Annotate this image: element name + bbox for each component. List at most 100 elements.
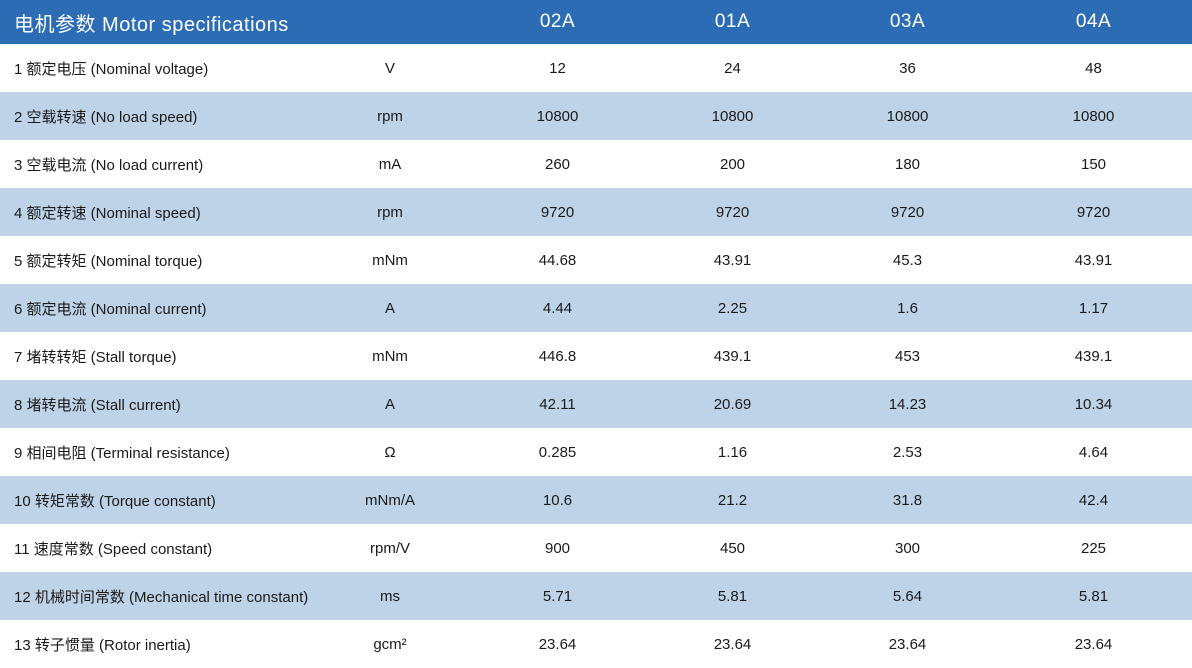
value-cell: 23.64 <box>538 635 577 653</box>
value-cell: 453 <box>894 347 921 365</box>
parameter-label: 10 转矩常数 (Torque constant) <box>14 492 216 510</box>
table-row: 10 转矩常数 (Torque constant) mNm/A 10.6 21.… <box>0 476 1192 524</box>
unit-cell: V <box>384 59 395 77</box>
parameter-label: 11 速度常数 (Speed constant) <box>14 540 213 558</box>
value-cell: 2.25 <box>717 299 748 317</box>
unit-cell: rpm <box>377 107 403 125</box>
value-cell: 9720 <box>715 203 750 221</box>
value-cell: 23.64 <box>713 635 752 653</box>
parameter-label: 3 空载电流 (No load current) <box>14 156 204 174</box>
parameter-label: 6 额定电流 (Nominal current) <box>14 300 207 318</box>
parameter-label: 12 机械时间常数 (Mechanical time constant) <box>14 588 309 606</box>
header-row: 电机参数 Motor specifications 02A 01A 03A 04… <box>0 0 1192 44</box>
value-cell: 9720 <box>540 203 575 221</box>
value-cell: 10.34 <box>1074 395 1113 413</box>
unit-cell: mNm/A <box>365 491 415 509</box>
value-cell: 225 <box>1080 539 1107 557</box>
unit-cell: A <box>384 299 395 317</box>
parameter-label: 9 相间电阻 (Terminal resistance) <box>14 444 230 462</box>
value-cell: 180 <box>894 155 921 173</box>
value-cell: 10800 <box>711 107 754 125</box>
value-cell: 1.16 <box>717 443 748 461</box>
value-cell: 9720 <box>1076 203 1111 221</box>
unit-cell: A <box>384 395 395 413</box>
value-cell: 1.17 <box>1078 299 1109 317</box>
value-cell: 4.44 <box>542 299 573 317</box>
value-cell: 42.4 <box>1078 491 1109 509</box>
value-cell: 4.64 <box>1078 443 1109 461</box>
table-title: 电机参数 Motor specifications <box>0 0 310 44</box>
unit-cell: rpm/V <box>369 539 410 557</box>
value-cell: 23.64 <box>888 635 927 653</box>
value-cell: 450 <box>719 539 746 557</box>
value-cell: 5.64 <box>892 587 923 605</box>
table-row: 12 机械时间常数 (Mechanical time constant) ms … <box>0 572 1192 620</box>
unit-column-header <box>310 0 470 44</box>
value-cell: 43.91 <box>713 251 752 269</box>
parameter-label: 5 额定转矩 (Nominal torque) <box>14 252 203 270</box>
value-cell: 14.23 <box>888 395 927 413</box>
model-column-header-01A: 01A <box>645 0 820 44</box>
table-row: 7 堵转转矩 (Stall torque) mNm 446.8 439.1 45… <box>0 332 1192 380</box>
value-cell: 24 <box>724 59 741 77</box>
unit-cell: ms <box>380 587 400 605</box>
table-row: 6 额定电流 (Nominal current) A 4.44 2.25 1.6… <box>0 284 1192 332</box>
model-column-header-03A: 03A <box>820 0 995 44</box>
value-cell: 2.53 <box>892 443 923 461</box>
table-row: 1 额定电压 (Nominal voltage) V 12 24 36 48 <box>0 44 1192 92</box>
value-cell: 10800 <box>1072 107 1115 125</box>
parameter-label: 7 堵转转矩 (Stall torque) <box>14 348 177 366</box>
model-column-header-02A: 02A <box>470 0 645 44</box>
value-cell: 31.8 <box>892 491 923 509</box>
value-cell: 5.81 <box>717 587 748 605</box>
parameter-label: 2 空载转速 (No load speed) <box>14 108 198 126</box>
table-row: 2 空载转速 (No load speed) rpm 10800 10800 1… <box>0 92 1192 140</box>
value-cell: 12 <box>549 59 566 77</box>
value-cell: 900 <box>544 539 571 557</box>
value-cell: 260 <box>544 155 571 173</box>
value-cell: 10.6 <box>542 491 573 509</box>
value-cell: 9720 <box>890 203 925 221</box>
value-cell: 439.1 <box>713 347 752 365</box>
table-row: 5 额定转矩 (Nominal torque) mNm 44.68 43.91 … <box>0 236 1192 284</box>
table-row: 11 速度常数 (Speed constant) rpm/V 900 450 3… <box>0 524 1192 572</box>
value-cell: 20.69 <box>713 395 752 413</box>
value-cell: 446.8 <box>538 347 577 365</box>
value-cell: 0.285 <box>538 443 577 461</box>
table-row: 9 相间电阻 (Terminal resistance) Ω 0.285 1.1… <box>0 428 1192 476</box>
value-cell: 43.91 <box>1074 251 1113 269</box>
value-cell: 23.64 <box>1074 635 1113 653</box>
value-cell: 5.81 <box>1078 587 1109 605</box>
parameter-label: 1 额定电压 (Nominal voltage) <box>14 60 209 78</box>
value-cell: 200 <box>719 155 746 173</box>
value-cell: 150 <box>1080 155 1107 173</box>
unit-cell: gcm² <box>373 635 407 653</box>
unit-cell: mA <box>378 155 402 173</box>
unit-cell: mNm <box>372 347 408 365</box>
value-cell: 10800 <box>536 107 579 125</box>
value-cell: 42.11 <box>539 395 576 413</box>
unit-cell: rpm <box>377 203 403 221</box>
model-column-header-04A: 04A <box>995 0 1192 44</box>
value-cell: 300 <box>894 539 921 557</box>
unit-cell: mNm <box>372 251 408 269</box>
value-cell: 1.6 <box>897 299 918 317</box>
unit-cell: Ω <box>384 443 396 461</box>
table-row: 8 堵转电流 (Stall current) A 42.11 20.69 14.… <box>0 380 1192 428</box>
table-row: 4 额定转速 (Nominal speed) rpm 9720 9720 972… <box>0 188 1192 236</box>
value-cell: 5.71 <box>542 587 573 605</box>
value-cell: 439.1 <box>1074 347 1113 365</box>
parameter-label: 8 堵转电流 (Stall current) <box>14 396 181 414</box>
parameter-label: 13 转子惯量 (Rotor inertia) <box>14 636 191 654</box>
table-row: 3 空载电流 (No load current) mA 260 200 180 … <box>0 140 1192 188</box>
spec-table-body: 1 额定电压 (Nominal voltage) V 12 24 36 48 2… <box>0 44 1192 668</box>
parameter-label: 4 额定转速 (Nominal speed) <box>14 204 201 222</box>
value-cell: 36 <box>899 59 916 77</box>
value-cell: 48 <box>1085 59 1102 77</box>
table-header: 电机参数 Motor specifications 02A 01A 03A 04… <box>0 0 1192 44</box>
value-cell: 44.68 <box>538 251 577 269</box>
table-row: 13 转子惯量 (Rotor inertia) gcm² 23.64 23.64… <box>0 620 1192 668</box>
value-cell: 21.2 <box>717 491 748 509</box>
value-cell: 45.3 <box>892 251 923 269</box>
